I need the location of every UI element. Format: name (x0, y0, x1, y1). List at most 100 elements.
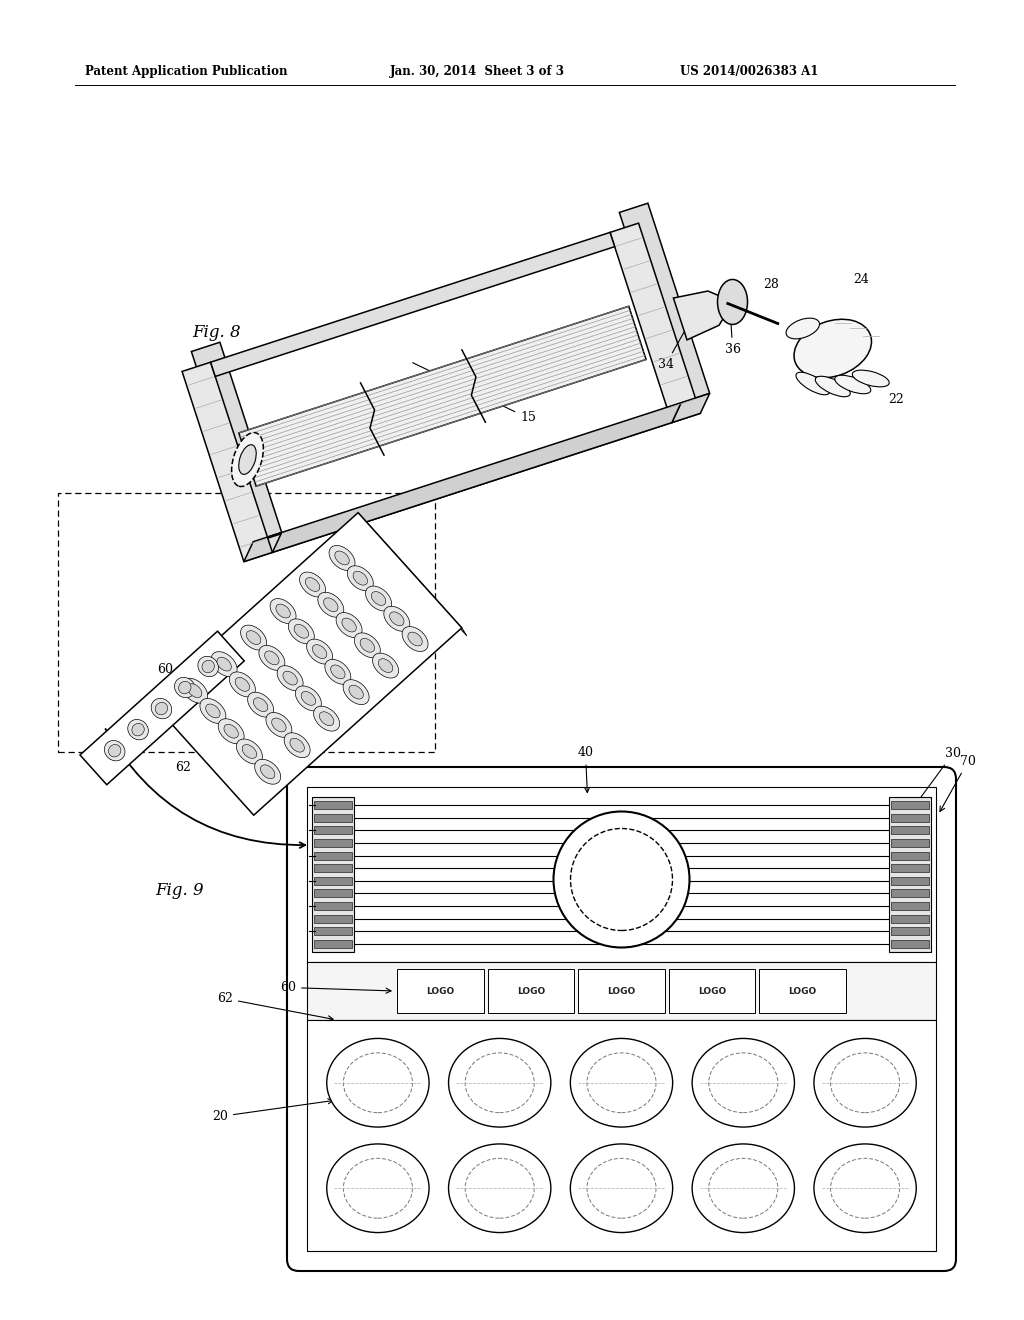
Ellipse shape (449, 1039, 551, 1127)
Ellipse shape (709, 1159, 778, 1218)
Ellipse shape (283, 671, 297, 685)
Bar (891, 865, 929, 873)
Text: 30: 30 (912, 747, 961, 809)
Ellipse shape (852, 370, 889, 387)
Ellipse shape (342, 618, 356, 632)
Text: 60: 60 (280, 981, 391, 994)
Ellipse shape (132, 723, 144, 735)
Ellipse shape (229, 672, 255, 697)
Ellipse shape (187, 684, 202, 697)
Ellipse shape (305, 578, 319, 591)
Bar (891, 826, 929, 834)
Bar (314, 801, 352, 809)
Text: LOGO: LOGO (607, 986, 636, 995)
Ellipse shape (570, 1039, 673, 1127)
Polygon shape (191, 342, 282, 541)
Ellipse shape (243, 744, 257, 759)
Bar (314, 840, 352, 847)
Ellipse shape (266, 713, 292, 738)
Ellipse shape (354, 632, 380, 657)
Bar (891, 851, 929, 859)
Text: 62: 62 (230, 640, 246, 652)
Ellipse shape (156, 702, 168, 715)
Bar (891, 915, 929, 923)
Ellipse shape (247, 631, 261, 644)
Ellipse shape (312, 644, 327, 659)
Polygon shape (272, 403, 681, 552)
Bar (891, 902, 929, 909)
Bar (314, 902, 352, 909)
Ellipse shape (465, 1053, 535, 1113)
Ellipse shape (128, 719, 148, 739)
Ellipse shape (796, 372, 829, 395)
Ellipse shape (255, 759, 281, 784)
Ellipse shape (384, 606, 410, 631)
Bar (307, 962, 936, 1020)
Ellipse shape (830, 1053, 900, 1113)
Ellipse shape (360, 639, 375, 652)
Ellipse shape (202, 660, 214, 673)
Text: 40: 40 (578, 747, 594, 792)
Ellipse shape (718, 280, 748, 325)
Ellipse shape (253, 698, 268, 711)
Ellipse shape (260, 764, 274, 779)
Ellipse shape (327, 1039, 429, 1127)
Bar (891, 840, 929, 847)
Ellipse shape (237, 739, 262, 764)
Ellipse shape (570, 1144, 673, 1233)
Ellipse shape (343, 1159, 413, 1218)
Ellipse shape (181, 678, 208, 704)
Ellipse shape (814, 1144, 916, 1233)
Polygon shape (150, 512, 462, 816)
Ellipse shape (325, 660, 351, 684)
Text: Fig. 9: Fig. 9 (155, 882, 204, 899)
Ellipse shape (327, 1144, 429, 1233)
Ellipse shape (224, 725, 239, 738)
Polygon shape (672, 393, 710, 422)
Ellipse shape (300, 572, 326, 597)
Ellipse shape (343, 1053, 413, 1113)
Ellipse shape (794, 319, 871, 378)
Ellipse shape (835, 375, 870, 393)
Ellipse shape (353, 572, 368, 585)
Text: 28: 28 (763, 279, 778, 292)
Text: 22: 22 (888, 393, 903, 407)
Text: Jan. 30, 2014  Sheet 3 of 3: Jan. 30, 2014 Sheet 3 of 3 (390, 66, 565, 78)
Text: 62: 62 (217, 993, 333, 1020)
Ellipse shape (317, 593, 344, 618)
Ellipse shape (278, 665, 303, 690)
Ellipse shape (349, 685, 364, 700)
Ellipse shape (236, 677, 250, 692)
Text: LOGO: LOGO (517, 986, 545, 995)
Text: Patent Application Publication: Patent Application Publication (85, 66, 288, 78)
Bar (314, 826, 352, 834)
Ellipse shape (109, 744, 121, 756)
Bar (891, 876, 929, 884)
Ellipse shape (389, 612, 404, 626)
Ellipse shape (218, 719, 244, 743)
Ellipse shape (343, 680, 369, 705)
Ellipse shape (373, 653, 398, 678)
Ellipse shape (587, 1053, 656, 1113)
Ellipse shape (347, 566, 374, 590)
Text: 24: 24 (853, 273, 868, 286)
Text: 34: 34 (657, 310, 696, 371)
Ellipse shape (324, 598, 338, 611)
Bar (307, 1020, 936, 1251)
Bar (889, 797, 931, 952)
Bar (669, 969, 756, 1012)
Ellipse shape (259, 645, 285, 671)
Ellipse shape (248, 692, 273, 717)
Polygon shape (610, 223, 700, 422)
Ellipse shape (830, 1159, 900, 1218)
Ellipse shape (289, 619, 314, 644)
Ellipse shape (301, 692, 315, 705)
Bar (891, 801, 929, 809)
Ellipse shape (306, 639, 333, 664)
Ellipse shape (294, 624, 308, 639)
Ellipse shape (275, 605, 291, 618)
Polygon shape (239, 306, 646, 486)
Ellipse shape (692, 1039, 795, 1127)
Bar (312, 797, 354, 952)
Bar (760, 969, 846, 1012)
